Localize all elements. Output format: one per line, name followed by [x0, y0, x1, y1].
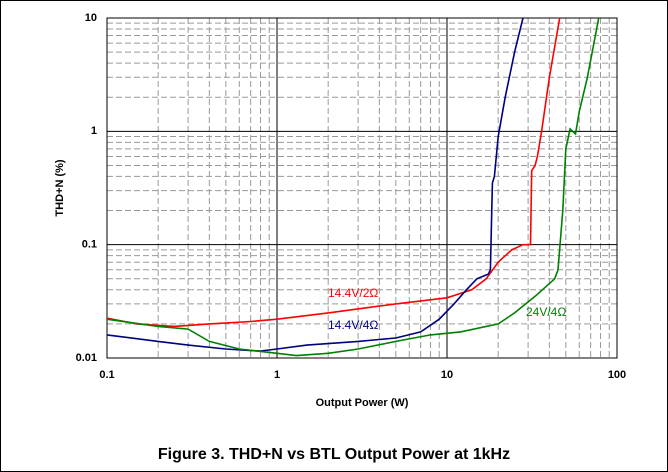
plot-border [106, 17, 618, 359]
x-tick-label: 0.1 [99, 369, 114, 381]
y-tick-label: 0.1 [82, 239, 97, 251]
caption: Figure 3. THD+N vs BTL Output Power at 1… [158, 446, 510, 463]
series-label: 24V/4Ω [526, 305, 566, 319]
x-axis-label: Output Power (W) [316, 397, 409, 409]
series-line [106, 17, 561, 328]
x-tick-label: 100 [608, 369, 626, 381]
series-line [106, 17, 600, 357]
y-tick-label: 10 [85, 12, 97, 24]
series-label: 14.4V/2Ω [328, 286, 378, 300]
x-tick-label: 1 [274, 369, 280, 381]
y-tick-label: 0.01 [76, 352, 97, 364]
x-tick-label: 10 [441, 369, 453, 381]
y-tick-label: 1 [91, 125, 97, 137]
y-axis-label: THD+N (%) [54, 159, 66, 216]
series-label: 14.4V/4Ω [328, 318, 378, 332]
